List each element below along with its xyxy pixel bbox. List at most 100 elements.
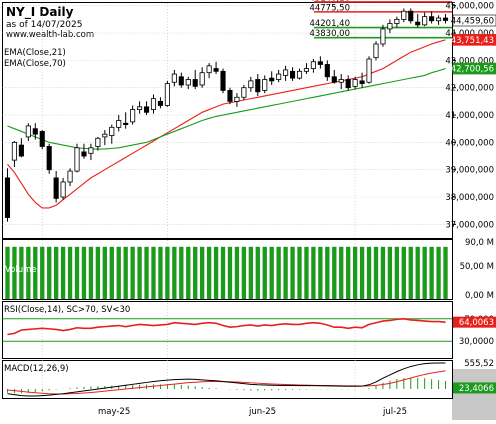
volume-bar	[89, 247, 93, 299]
volume-bar	[82, 247, 86, 299]
candle-body	[409, 11, 413, 21]
volume-bar	[151, 247, 155, 299]
volume-bar	[200, 247, 204, 299]
volume-bar	[270, 247, 274, 299]
volume-bar	[103, 247, 107, 299]
rsi-tick-30: 30,0000	[459, 337, 494, 347]
volume-bar	[339, 247, 343, 299]
candle-body	[242, 88, 246, 98]
candle-body	[325, 64, 329, 76]
candle-body	[186, 80, 190, 85]
candle-body	[214, 69, 218, 72]
candle-body	[207, 66, 211, 73]
chart-title: NY_I Daily	[6, 5, 74, 20]
candle-body	[416, 22, 420, 25]
price-tick-label: 42,000,000	[445, 84, 494, 94]
candle-body	[228, 90, 232, 101]
candle-body	[165, 84, 169, 106]
volume-bar	[381, 247, 385, 299]
volume-bar	[416, 247, 420, 299]
volume-bar	[242, 247, 246, 299]
candle-body	[26, 126, 30, 137]
candle-body	[33, 129, 37, 134]
volume-bar	[367, 247, 371, 299]
volume-tick-label: 50,00 M	[460, 262, 494, 272]
level-label: 44201,40	[309, 19, 350, 29]
volume-bar	[75, 247, 79, 299]
volume-bar	[137, 247, 141, 299]
candle-body	[318, 62, 322, 65]
candle-body	[374, 44, 378, 58]
candle-body	[144, 107, 148, 112]
candle-body	[388, 23, 392, 28]
volume-bar	[54, 247, 58, 299]
volume-bar	[443, 247, 447, 299]
volume-bar	[228, 247, 232, 299]
xtick-may: may-25	[98, 407, 130, 417]
volume-bar	[158, 247, 162, 299]
candle-body	[436, 18, 440, 21]
candle-body	[40, 131, 44, 146]
volume-bar	[346, 247, 350, 299]
candle-body	[429, 17, 433, 21]
candle-body	[151, 99, 155, 110]
price-tick-label: 45,000,000	[445, 2, 494, 12]
volume-bar	[124, 247, 128, 299]
volume-bar	[409, 247, 413, 299]
candle-body	[124, 123, 128, 124]
candle-body	[311, 62, 315, 69]
candle-body	[423, 17, 427, 25]
price-tag-label: 43,751,43	[451, 36, 494, 46]
candle-body	[353, 80, 357, 87]
price-tick-label: 40,000,000	[445, 138, 494, 148]
volume-bar	[276, 247, 280, 299]
volume-bar	[214, 247, 218, 299]
volume-bar	[47, 247, 51, 299]
rsi-title: RSI(Close,14), SC>70, SV<30	[4, 305, 130, 315]
volume-bar	[249, 247, 253, 299]
volume-bar	[68, 247, 72, 299]
candle-body	[235, 97, 239, 101]
candle-body	[221, 71, 225, 90]
volume-bar	[297, 247, 301, 299]
level-label: 44775,50	[309, 3, 350, 13]
candle-body	[297, 71, 301, 78]
candle-body	[47, 146, 51, 169]
candle-body	[96, 138, 100, 146]
volume-bar	[423, 247, 427, 299]
price-tick-label: 39,000,000	[445, 166, 494, 176]
volume-bar	[165, 247, 169, 299]
volume-bar	[290, 247, 294, 299]
xtick-jul: jul-25	[382, 407, 407, 417]
candle-body	[332, 77, 336, 82]
candle-body	[12, 142, 16, 160]
candle-body	[179, 77, 183, 85]
volume-tick-label: 0,00 M	[465, 291, 494, 301]
rsi-value-tag: 64,0063	[459, 318, 494, 328]
volume-bar	[40, 247, 44, 299]
volume-bar	[179, 247, 183, 299]
candle-body	[200, 73, 204, 85]
volume-label: Volume	[5, 265, 37, 275]
volume-bar	[332, 247, 336, 299]
candle-body	[304, 69, 308, 72]
candle-body	[193, 80, 197, 87]
volume-bar	[117, 247, 121, 299]
volume-bar	[360, 247, 364, 299]
volume-bar	[311, 247, 315, 299]
level-label: 43830,00	[309, 29, 350, 39]
candle-body	[360, 81, 364, 84]
volume-bar	[96, 247, 100, 299]
price-tick-label: 37,000,000	[445, 220, 494, 230]
candle-body	[381, 29, 385, 44]
candle-body	[256, 80, 260, 92]
candle-body	[75, 148, 79, 171]
volume-bar	[144, 247, 148, 299]
volume-bar	[353, 247, 357, 299]
candle-body	[290, 71, 294, 78]
candle-body	[395, 19, 399, 23]
price-tick-label: 38,000,000	[445, 193, 494, 203]
candle-body	[249, 81, 253, 88]
